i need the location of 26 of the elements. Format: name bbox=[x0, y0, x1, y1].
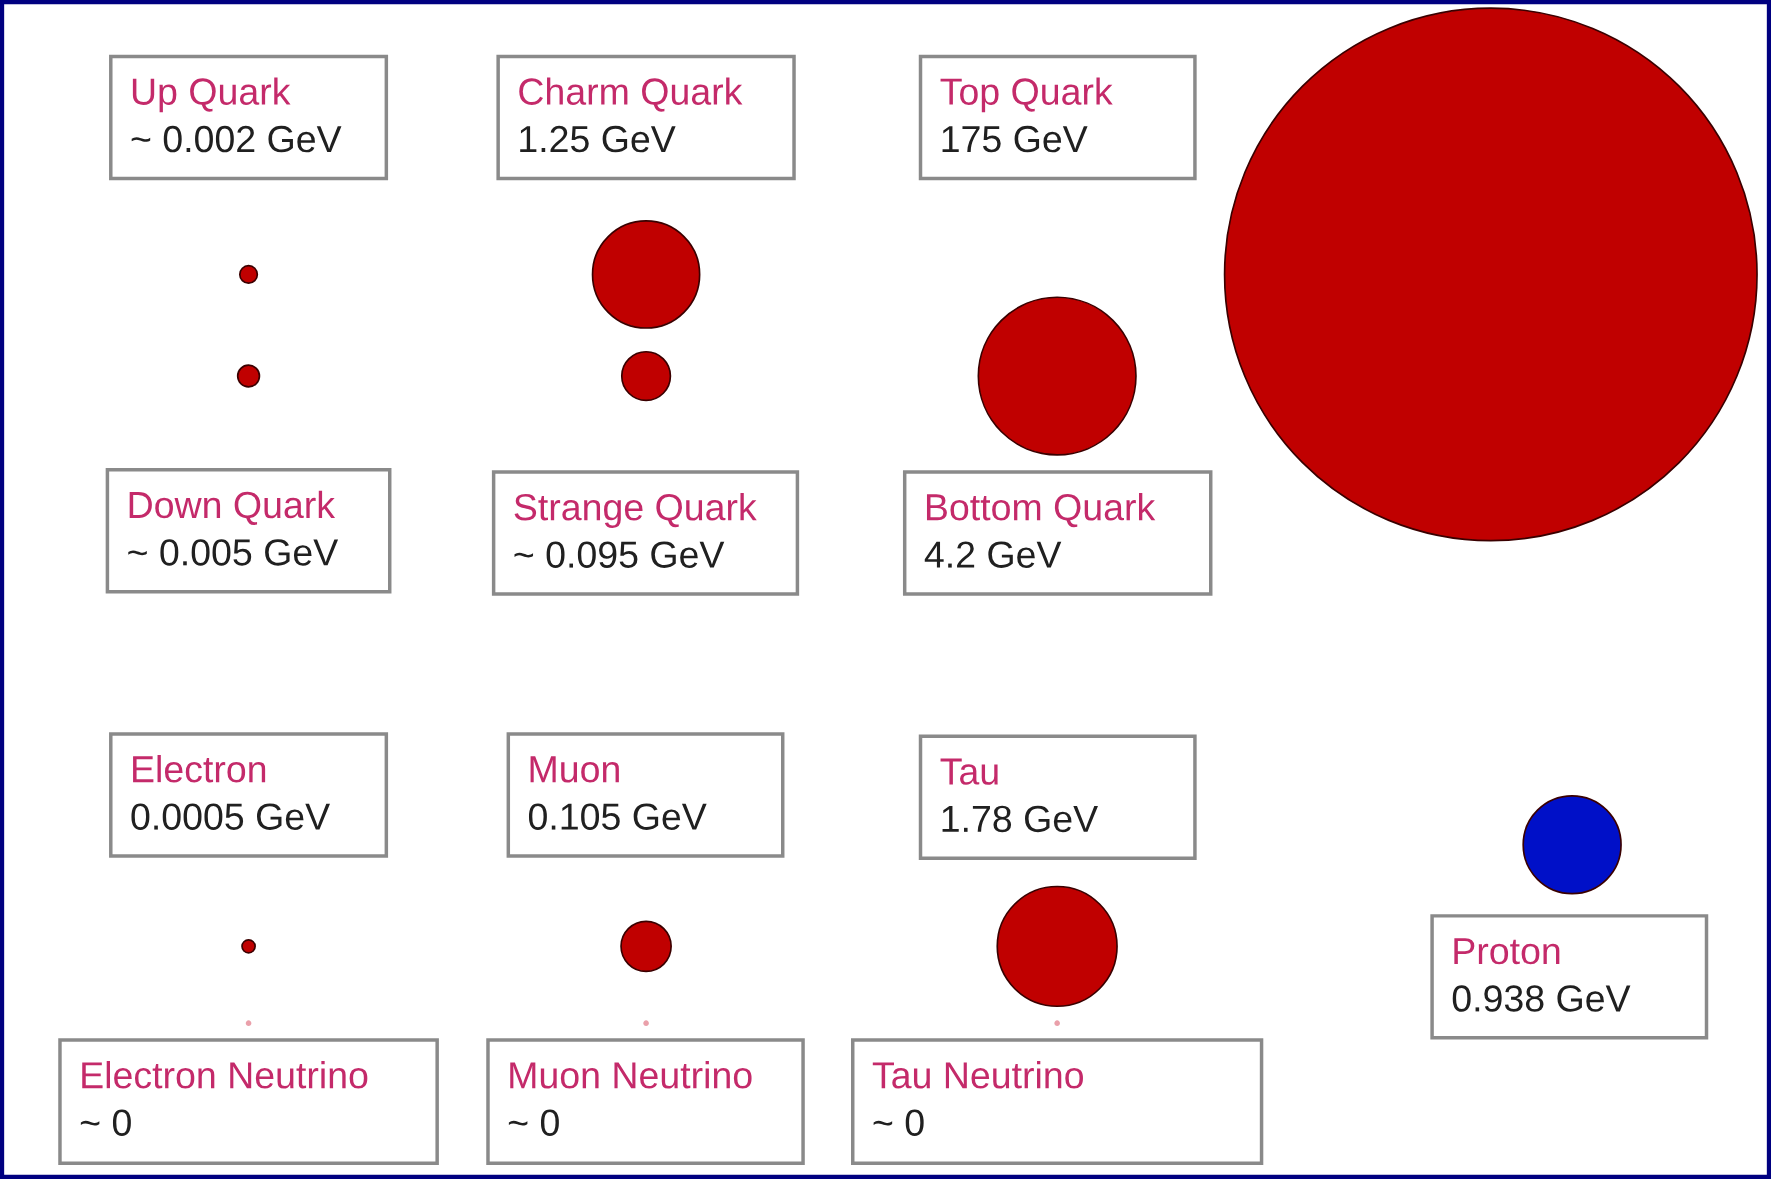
category-label: Muon bbox=[530, 756, 619, 783]
data-label: ~ 0 bbox=[80, 1109, 131, 1136]
category-label: Muon Neutrino bbox=[510, 1061, 752, 1089]
category-label: Top Quark bbox=[940, 77, 1113, 113]
data-label: ~ 0.095 GeV bbox=[514, 541, 725, 568]
data-label: 1.78 GeV bbox=[942, 805, 1098, 833]
data-label: 175 GeV bbox=[942, 125, 1088, 153]
category-label: Tau bbox=[940, 758, 998, 785]
category-label: Up Quark bbox=[132, 77, 291, 113]
data-label: ~ 0 bbox=[873, 1109, 924, 1136]
data-label: ~ 0 bbox=[508, 1109, 559, 1136]
category-label: Bottom Quark bbox=[926, 492, 1156, 528]
category-label: Down Quark bbox=[129, 490, 336, 525]
data-label: 0.0005 GeV bbox=[131, 803, 330, 830]
category-label: Strange Quark bbox=[514, 492, 757, 528]
data-label: 4.2 GeV bbox=[924, 541, 1062, 568]
data-label: 0.105 GeV bbox=[528, 803, 707, 830]
data-label: ~ 0.002 GeV bbox=[131, 125, 342, 153]
data-label: 1.25 GeV bbox=[520, 125, 676, 153]
category-label: Charm Quark bbox=[519, 77, 743, 112]
category-label: Electron bbox=[133, 754, 266, 783]
category-label: Proton bbox=[1454, 938, 1560, 965]
category-label: Electron Neutrino bbox=[82, 1061, 368, 1089]
category-label: Tau Neutrino bbox=[872, 1061, 1083, 1089]
data-label: ~ 0.005 GeV bbox=[128, 539, 339, 566]
data-label: 0.938 GeV bbox=[1452, 985, 1631, 1012]
